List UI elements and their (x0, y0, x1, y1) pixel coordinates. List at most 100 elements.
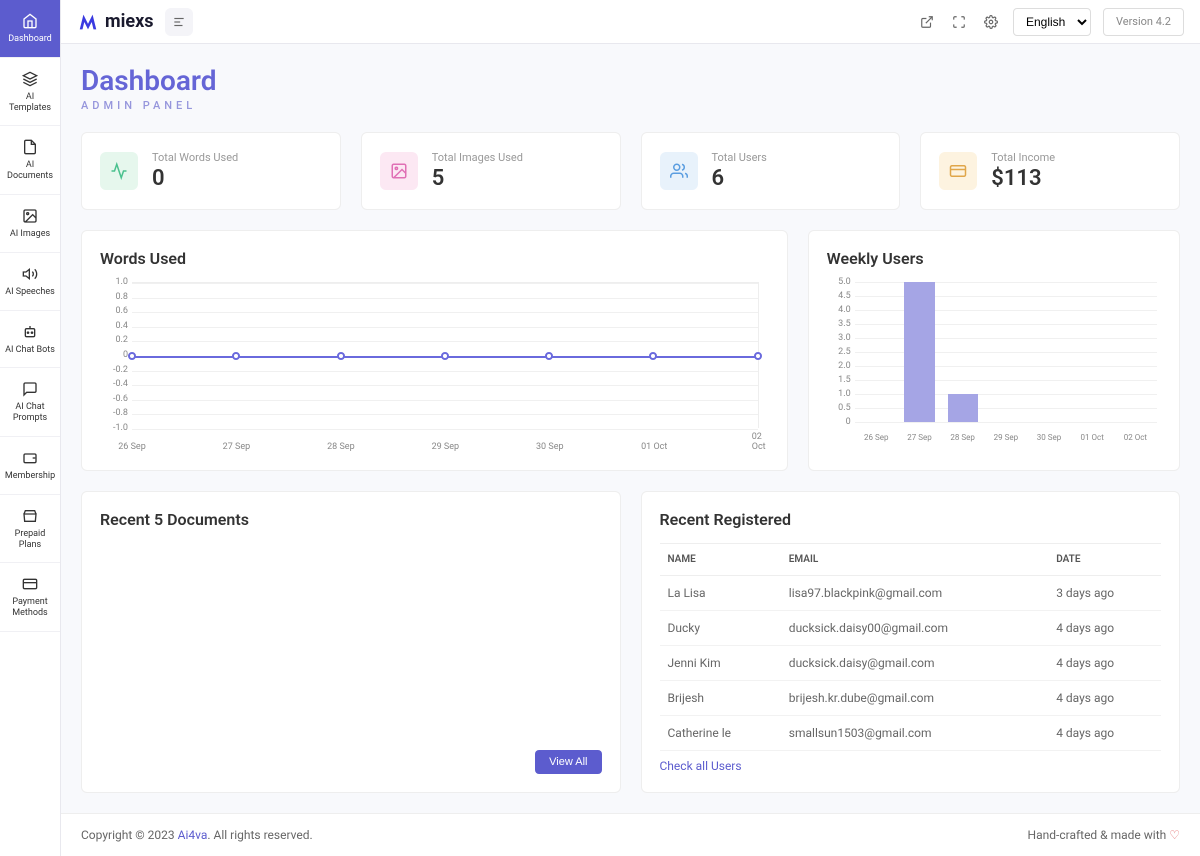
layers-icon (21, 70, 39, 88)
y-tick-label: 3.0 (838, 333, 851, 343)
sidebar-item-label: Prepaid Plans (4, 529, 56, 551)
y-tick-label: 4.0 (838, 305, 851, 315)
sidebar-item-membership[interactable]: Membership (0, 437, 60, 495)
heart-icon: ♡ (1169, 828, 1180, 842)
card-icon (21, 575, 39, 593)
table-cell: 4 days ago (1048, 611, 1161, 646)
stat-label: Total Images Used (432, 151, 523, 164)
view-all-button[interactable]: View All (535, 750, 601, 774)
version-badge: Version 4.2 (1103, 8, 1184, 36)
sidebar-item-documents[interactable]: AI Documents (0, 126, 60, 195)
y-tick-label: -1.0 (113, 423, 128, 433)
x-tick-label: 30 Sep (1037, 433, 1061, 442)
y-tick-label: 2.5 (838, 347, 851, 357)
y-tick-label: 4.5 (838, 291, 851, 301)
y-tick-label: 0 (846, 417, 851, 427)
y-tick-label: 0.6 (116, 306, 129, 316)
sidebar-item-prompts[interactable]: AI Chat Prompts (0, 368, 60, 437)
sidebar-item-label: AI Chat Bots (5, 345, 55, 356)
stat-card: Total Images Used5 (361, 132, 621, 210)
file-icon (21, 138, 39, 156)
topbar: miexs English Version 4.2 (61, 0, 1200, 44)
card-icon (939, 152, 977, 190)
table-cell: 4 days ago (1048, 646, 1161, 681)
recent-registered-card: Recent Registered NAMEEMAILDATE La Lisal… (641, 491, 1181, 793)
stat-label: Total Income (991, 151, 1055, 164)
table-cell: 4 days ago (1048, 716, 1161, 751)
chat-icon (21, 380, 39, 398)
sidebar-item-prepaid[interactable]: Prepaid Plans (0, 495, 60, 564)
sidebar-item-speeches[interactable]: AI Speeches (0, 253, 60, 311)
y-tick-label: -0.8 (113, 408, 128, 418)
stat-card: Total Users6 (641, 132, 901, 210)
chart-data-point (128, 352, 136, 360)
wallet-icon (21, 449, 39, 467)
sidebar-item-dashboard[interactable]: Dashboard (0, 0, 60, 58)
table-cell: brijesh.kr.dube@gmail.com (781, 681, 1048, 716)
y-tick-label: 3.5 (838, 319, 851, 329)
footer-crafted: Hand-crafted & made with (1028, 828, 1167, 842)
card-title: Words Used (100, 249, 769, 268)
sidebar-item-label: AI Templates (4, 92, 56, 114)
stat-card: Total Words Used0 (81, 132, 341, 210)
card-title: Recent 5 Documents (100, 510, 602, 529)
table-row: Duckyducksick.daisy00@gmail.com4 days ag… (660, 611, 1162, 646)
logo-icon (77, 11, 99, 33)
sidebar-item-payment[interactable]: Payment Methods (0, 563, 60, 632)
image-icon (21, 207, 39, 225)
sidebar-item-label: AI Documents (4, 160, 56, 182)
words-used-card: Words Used 1.00.80.60.40.20-0.2-0.4-0.6-… (81, 230, 788, 471)
table-row: Catherine lesmallsun1503@gmail.com4 days… (660, 716, 1162, 751)
table-cell: 3 days ago (1048, 576, 1161, 611)
sidebar-item-chatbots[interactable]: AI Chat Bots (0, 311, 60, 369)
table-cell: Catherine le (660, 716, 781, 751)
external-link-icon (920, 15, 934, 29)
table-header: NAME (660, 544, 781, 576)
sidebar-item-label: AI Images (10, 229, 50, 240)
footer-copyright: Copyright © 2023 (81, 828, 178, 842)
x-tick-label: 29 Sep (432, 442, 460, 452)
external-link-button[interactable] (917, 12, 937, 32)
stat-value: 6 (712, 166, 767, 191)
language-select[interactable]: English (1013, 8, 1091, 36)
table-cell: Jenni Kim (660, 646, 781, 681)
page-subtitle: ADMIN PANEL (81, 99, 1180, 112)
page-title: Dashboard (81, 64, 1180, 97)
y-tick-label: 0.8 (116, 292, 129, 302)
x-tick-label: 28 Sep (327, 442, 355, 452)
bot-icon (21, 323, 39, 341)
x-tick-label: 02 Oct (752, 432, 766, 452)
table-cell: ducksick.daisy00@gmail.com (781, 611, 1048, 646)
activity-icon (100, 152, 138, 190)
sidebar-item-images[interactable]: AI Images (0, 195, 60, 253)
footer-brand-link[interactable]: Ai4va (178, 828, 208, 842)
chart-data-point (649, 352, 657, 360)
x-tick-label: 26 Sep (864, 433, 888, 442)
y-tick-label: 0.5 (838, 403, 851, 413)
x-tick-label: 27 Sep (907, 433, 931, 442)
table-cell: Ducky (660, 611, 781, 646)
sidebar-item-templates[interactable]: AI Templates (0, 58, 60, 127)
y-tick-label: -0.4 (113, 379, 128, 389)
menu-toggle[interactable] (165, 8, 193, 36)
sidebar-item-label: Membership (5, 471, 55, 482)
shop-icon (21, 507, 39, 525)
logo[interactable]: miexs (77, 11, 153, 33)
check-all-users-link[interactable]: Check all Users (660, 759, 742, 773)
settings-button[interactable] (981, 12, 1001, 32)
stat-label: Total Words Used (152, 151, 238, 164)
chart-bar (948, 394, 978, 422)
footer-copyright-suffix: . All rights reserved. (207, 828, 312, 842)
registered-table: NAMEEMAILDATE La Lisalisa97.blackpink@gm… (660, 543, 1162, 751)
y-tick-label: -0.6 (113, 394, 128, 404)
sidebar-item-label: AI Chat Prompts (4, 402, 56, 424)
footer: Copyright © 2023 Ai4va. All rights reser… (61, 813, 1200, 856)
chart-data-point (754, 352, 762, 360)
x-tick-label: 02 Oct (1124, 433, 1147, 442)
table-cell: ducksick.daisy@gmail.com (781, 646, 1048, 681)
volume-icon (21, 265, 39, 283)
table-cell: lisa97.blackpink@gmail.com (781, 576, 1048, 611)
fullscreen-button[interactable] (949, 12, 969, 32)
sidebar-item-label: Payment Methods (4, 597, 56, 619)
table-cell: La Lisa (660, 576, 781, 611)
